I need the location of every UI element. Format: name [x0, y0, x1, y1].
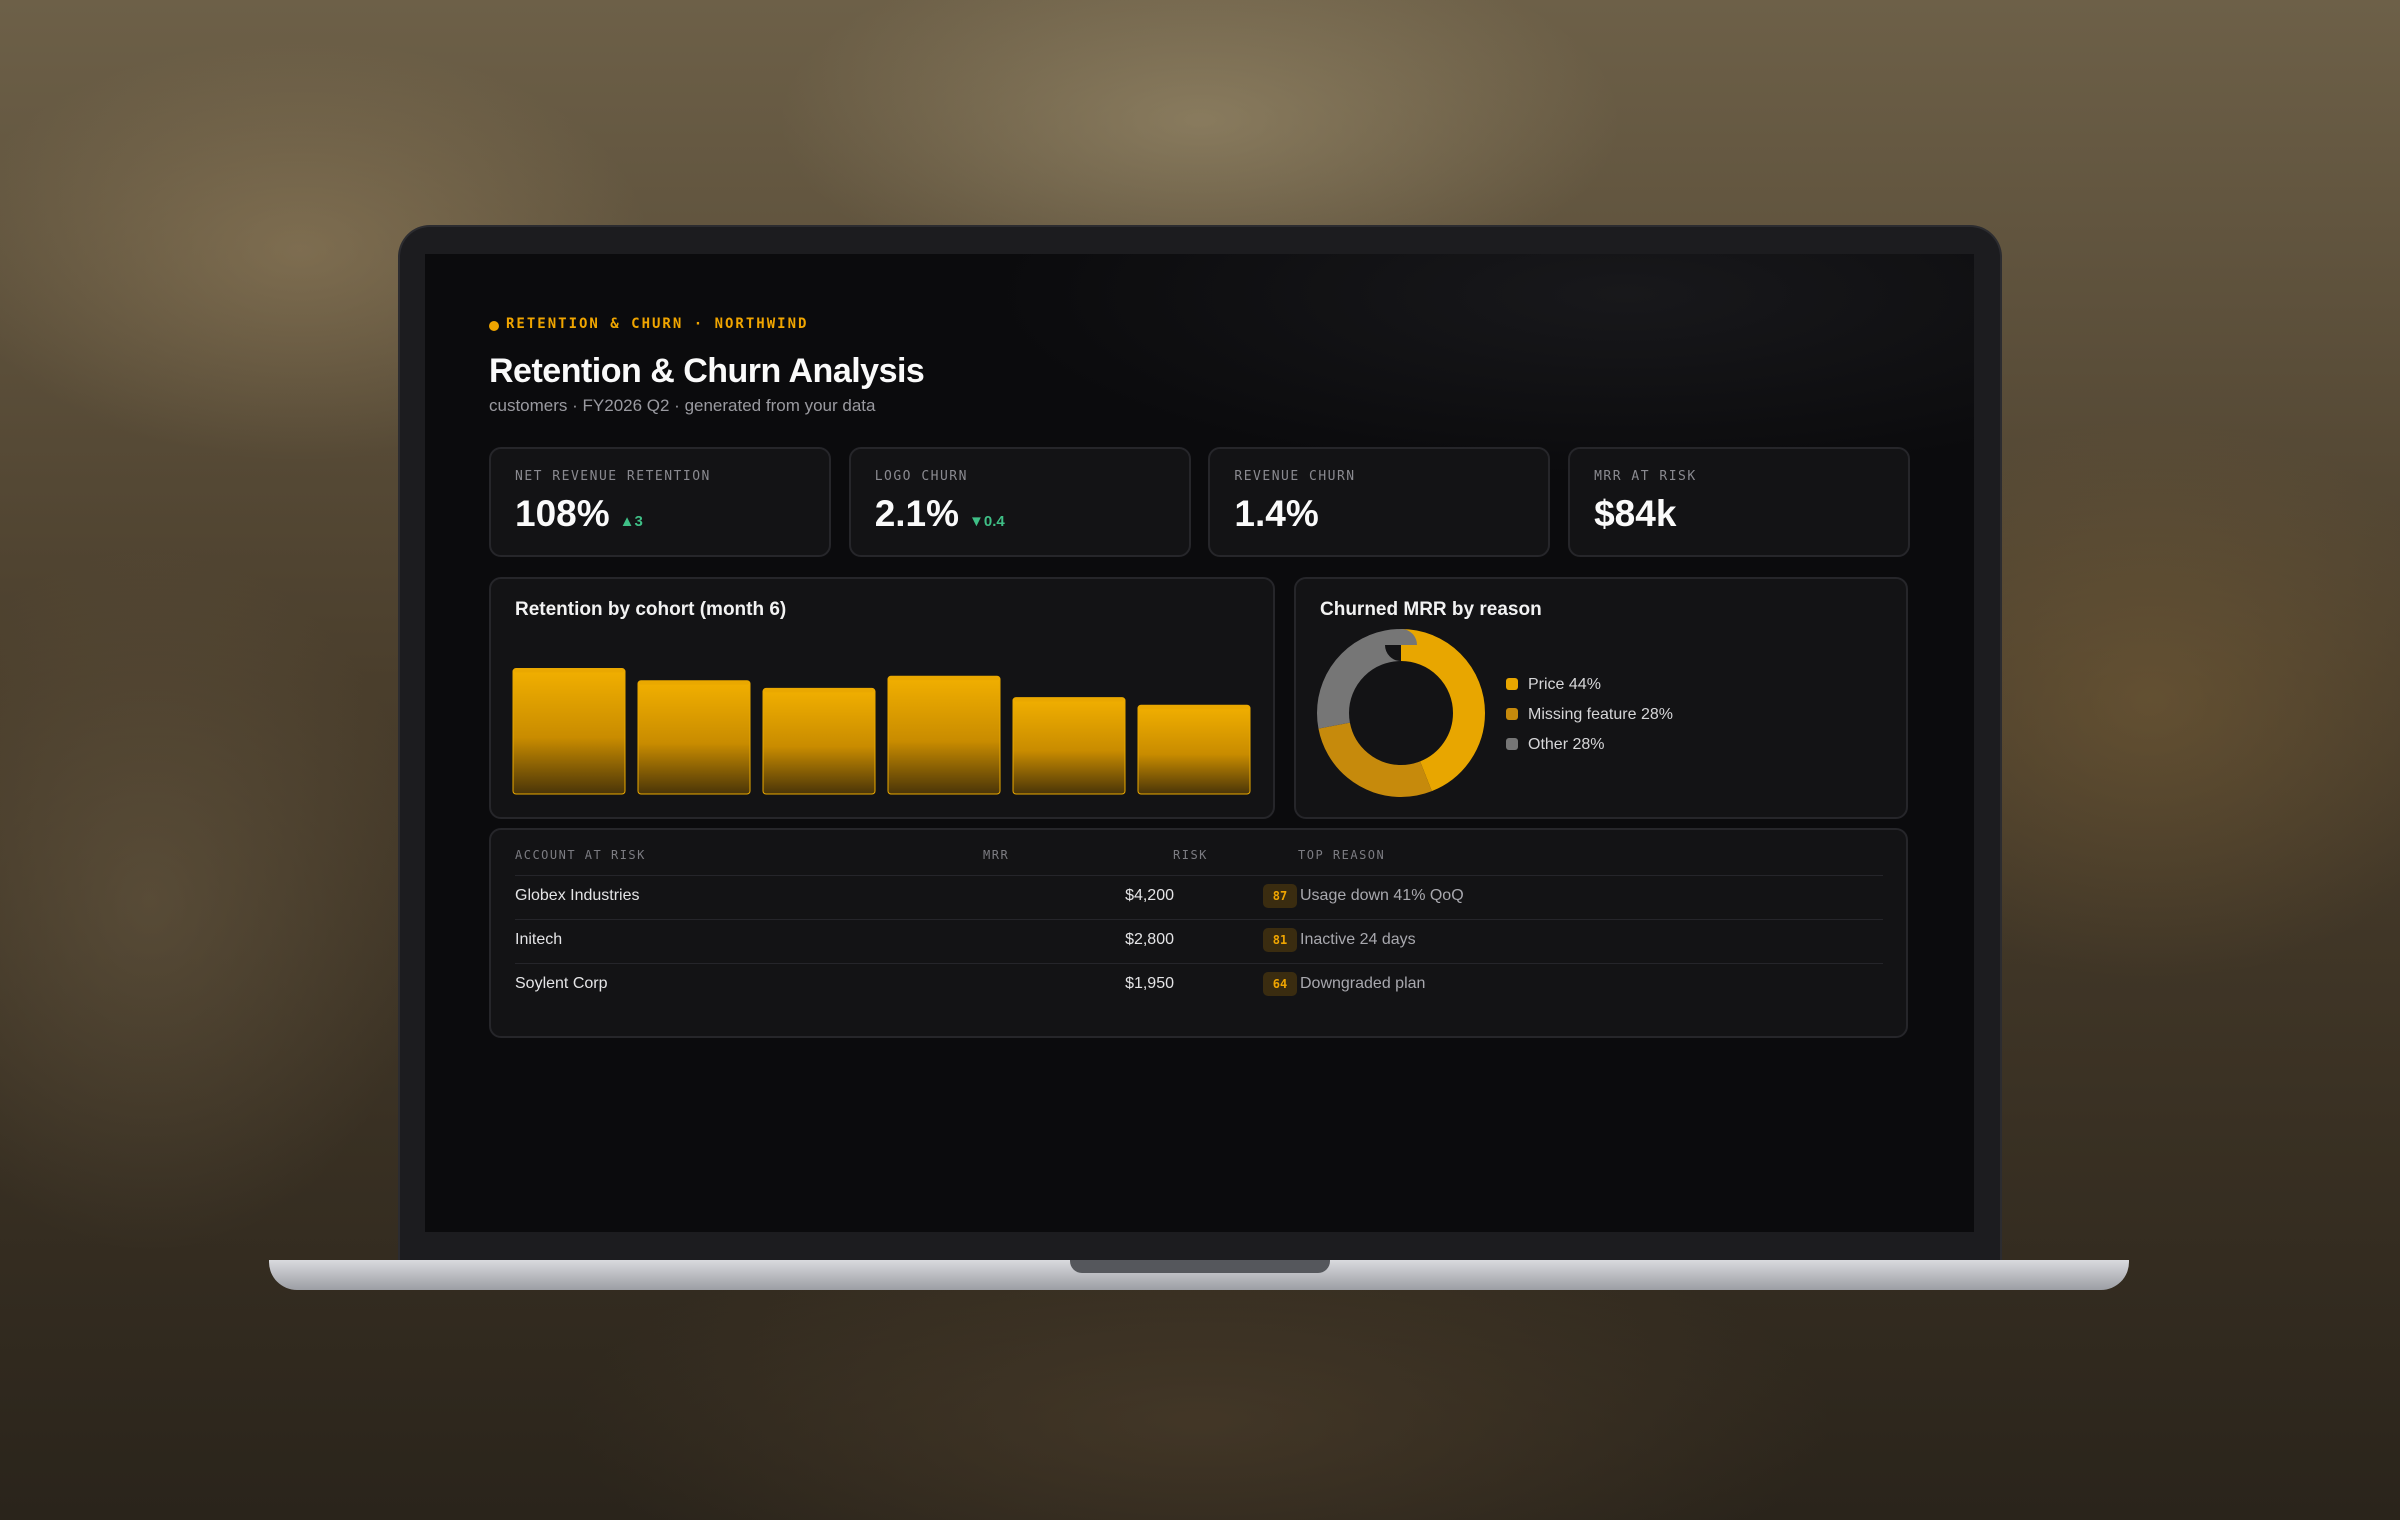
bar-highlight	[514, 668, 624, 673]
mrr: $1,950	[1125, 975, 1174, 992]
kpi-number: 1.4%	[1234, 493, 1319, 534]
page-subtitle: customers · FY2026 Q2 · generated from y…	[489, 396, 876, 415]
row-divider	[515, 875, 1883, 876]
legend-item: Missing feature 28%	[1506, 706, 1673, 724]
row-divider	[515, 919, 1883, 920]
legend-item: Price 44%	[1506, 676, 1601, 694]
account-name: Globex Industries	[515, 887, 640, 904]
bar	[1137, 704, 1251, 795]
bar-card: Retention by cohort (month 6)	[489, 577, 1275, 819]
bar-highlight	[889, 676, 999, 681]
bar	[637, 680, 751, 795]
kpi-label: MRR AT RISK	[1594, 469, 1697, 484]
kpi-card: LOGO CHURN 2.1% ▼0.4	[848, 447, 1191, 557]
legend-swatch	[1506, 678, 1518, 690]
kpi-value: 1.4%	[1234, 493, 1318, 535]
legend-label: Other	[1528, 736, 1569, 753]
kpi-card: MRR AT RISK $84k	[1568, 447, 1911, 557]
eyebrow: RETENTION & CHURN · NORTHWIND	[506, 316, 809, 332]
legend-item: Other 28%	[1506, 736, 1605, 754]
screen: RETENTION & CHURN · NORTHWIND Retention …	[425, 254, 1974, 1232]
kpi-card: REVENUE CHURN 1.4%	[1208, 447, 1551, 557]
donut-slice	[1317, 629, 1485, 797]
risk-badge: 81	[1263, 928, 1297, 952]
legend-label: Price	[1528, 676, 1565, 693]
top-reason: Inactive 24 days	[1300, 931, 1416, 948]
bar-highlight	[639, 680, 749, 685]
risk-badge: 64	[1263, 972, 1297, 996]
bar	[512, 668, 626, 795]
column-header: MRR	[983, 848, 1010, 862]
top-reason: Usage down 41% QoQ	[1300, 887, 1464, 904]
legend-label: Missing feature	[1528, 706, 1637, 723]
account-name: Initech	[515, 931, 563, 948]
kpi-number: $84k	[1594, 493, 1677, 534]
bar-highlight	[764, 688, 874, 693]
donut-card: Churned MRR by reason Price 44% Missing f…	[1294, 577, 1908, 819]
bar	[887, 675, 1001, 795]
bar-highlight	[1139, 705, 1249, 710]
laptop-notch	[1070, 1260, 1330, 1273]
kpi-value: 108% ▲3	[515, 493, 643, 535]
kpi-card: NET REVENUE RETENTION 108% ▲3	[489, 447, 831, 557]
mrr: $4,200	[1125, 887, 1174, 904]
mrr: $2,800	[1125, 931, 1174, 948]
account-name: Soylent Corp	[515, 975, 608, 992]
legend-value: 28%	[1640, 706, 1673, 723]
legend-value: 28%	[1572, 736, 1605, 753]
page-title: Retention & Churn Analysis	[489, 352, 925, 390]
kpi-label: LOGO CHURN	[874, 469, 968, 484]
kpi-number: 108%	[515, 493, 610, 534]
donut-chart	[1317, 629, 1485, 797]
risk-table: ACCOUNT AT RISK MRR RISK TOP REASON Globex I…	[489, 828, 1908, 1038]
column-header: ACCOUNT AT RISK	[515, 848, 646, 862]
legend-swatch	[1506, 738, 1518, 750]
kpi-delta: ▼0.4	[969, 513, 1005, 530]
donut-slice	[1317, 629, 1485, 797]
risk-badge: 87	[1263, 884, 1297, 908]
eyebrow-dot	[489, 321, 499, 331]
column-header: RISK	[1173, 848, 1208, 862]
column-header: TOP REASON	[1298, 848, 1386, 862]
kpi-label: REVENUE CHURN	[1234, 469, 1356, 484]
top-reason: Downgraded plan	[1300, 975, 1426, 992]
kpi-value: 2.1% ▼0.4	[875, 493, 1005, 535]
bar	[762, 687, 876, 795]
chart-title: Retention by cohort (month 6)	[515, 599, 787, 620]
legend-swatch	[1506, 708, 1518, 720]
kpi-value: $84k	[1594, 493, 1676, 535]
kpi-label: NET REVENUE RETENTION	[515, 469, 711, 484]
chart-title: Churned MRR by reason	[1320, 599, 1542, 620]
legend-value: 44%	[1568, 676, 1601, 693]
row-divider	[515, 963, 1883, 964]
bar	[1012, 697, 1126, 795]
kpi-delta: ▲3	[619, 513, 643, 530]
bar-chart	[512, 668, 1251, 795]
kpi-number: 2.1%	[874, 493, 960, 534]
bar-highlight	[1014, 697, 1124, 702]
